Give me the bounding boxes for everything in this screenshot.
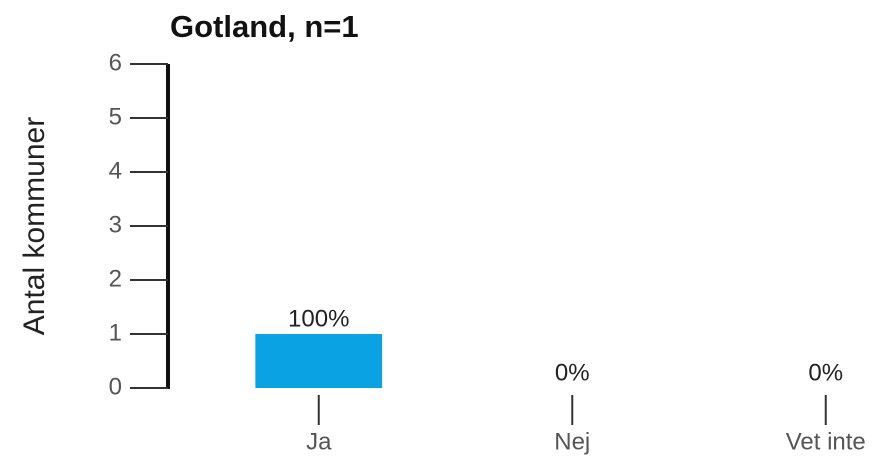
data-label: 100% [288,305,349,332]
y-tick-label: 0 [109,373,122,400]
y-tick-label: 6 [109,49,122,76]
x-tick-label: Vet inte [786,428,866,455]
y-tick-label: 2 [109,265,122,292]
y-tick-label: 3 [109,211,122,238]
data-label: 0% [808,359,843,386]
y-axis-label: Antal kommuner [18,117,51,335]
y-tick-label: 1 [109,319,122,346]
x-tick-label: Ja [306,428,332,455]
y-tick-label: 4 [109,157,122,184]
x-tick-label: Nej [554,428,590,455]
data-label: 0% [555,359,590,386]
y-tick-label: 5 [109,103,122,130]
chart-title: Gotland, n=1 [170,9,359,44]
bar [255,334,383,388]
